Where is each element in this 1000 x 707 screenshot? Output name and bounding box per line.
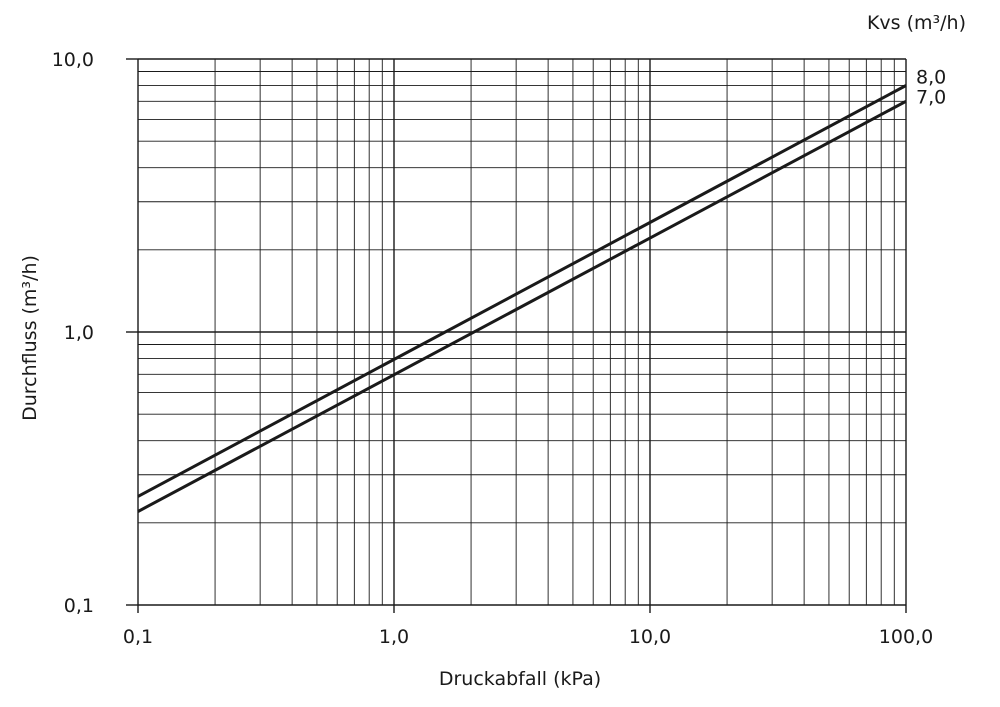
x-axis-label: Druckabfall (kPa) — [439, 668, 601, 690]
x-tick-label: 10,0 — [629, 626, 671, 648]
x-tick-labels: 0,1 1,0 10,0 100,0 — [123, 626, 933, 648]
y-tick-label: 10,0 — [52, 49, 94, 71]
x-tick-label: 0,1 — [123, 626, 153, 648]
series-labels: 8,07,0 — [916, 66, 946, 108]
grid — [126, 58, 907, 613]
x-tick-label: 100,0 — [879, 626, 933, 648]
y-axis-label: Durchfluss (m³/h) — [19, 255, 41, 421]
series-lines — [137, 84, 907, 513]
series-line-kvs-8 — [137, 84, 907, 498]
series-line-kvs-7 — [137, 99, 907, 513]
series-label-kvs-7: 7,0 — [916, 86, 946, 108]
y-tick-label: 1,0 — [64, 322, 94, 344]
y-tick-labels: 0,1 1,0 10,0 — [52, 49, 94, 617]
series-label-kvs-8: 8,0 — [916, 66, 946, 88]
x-tick-label: 1,0 — [379, 626, 409, 648]
y-tick-label: 0,1 — [64, 595, 94, 617]
series-legend-title: Kvs (m³/h) — [867, 12, 966, 34]
